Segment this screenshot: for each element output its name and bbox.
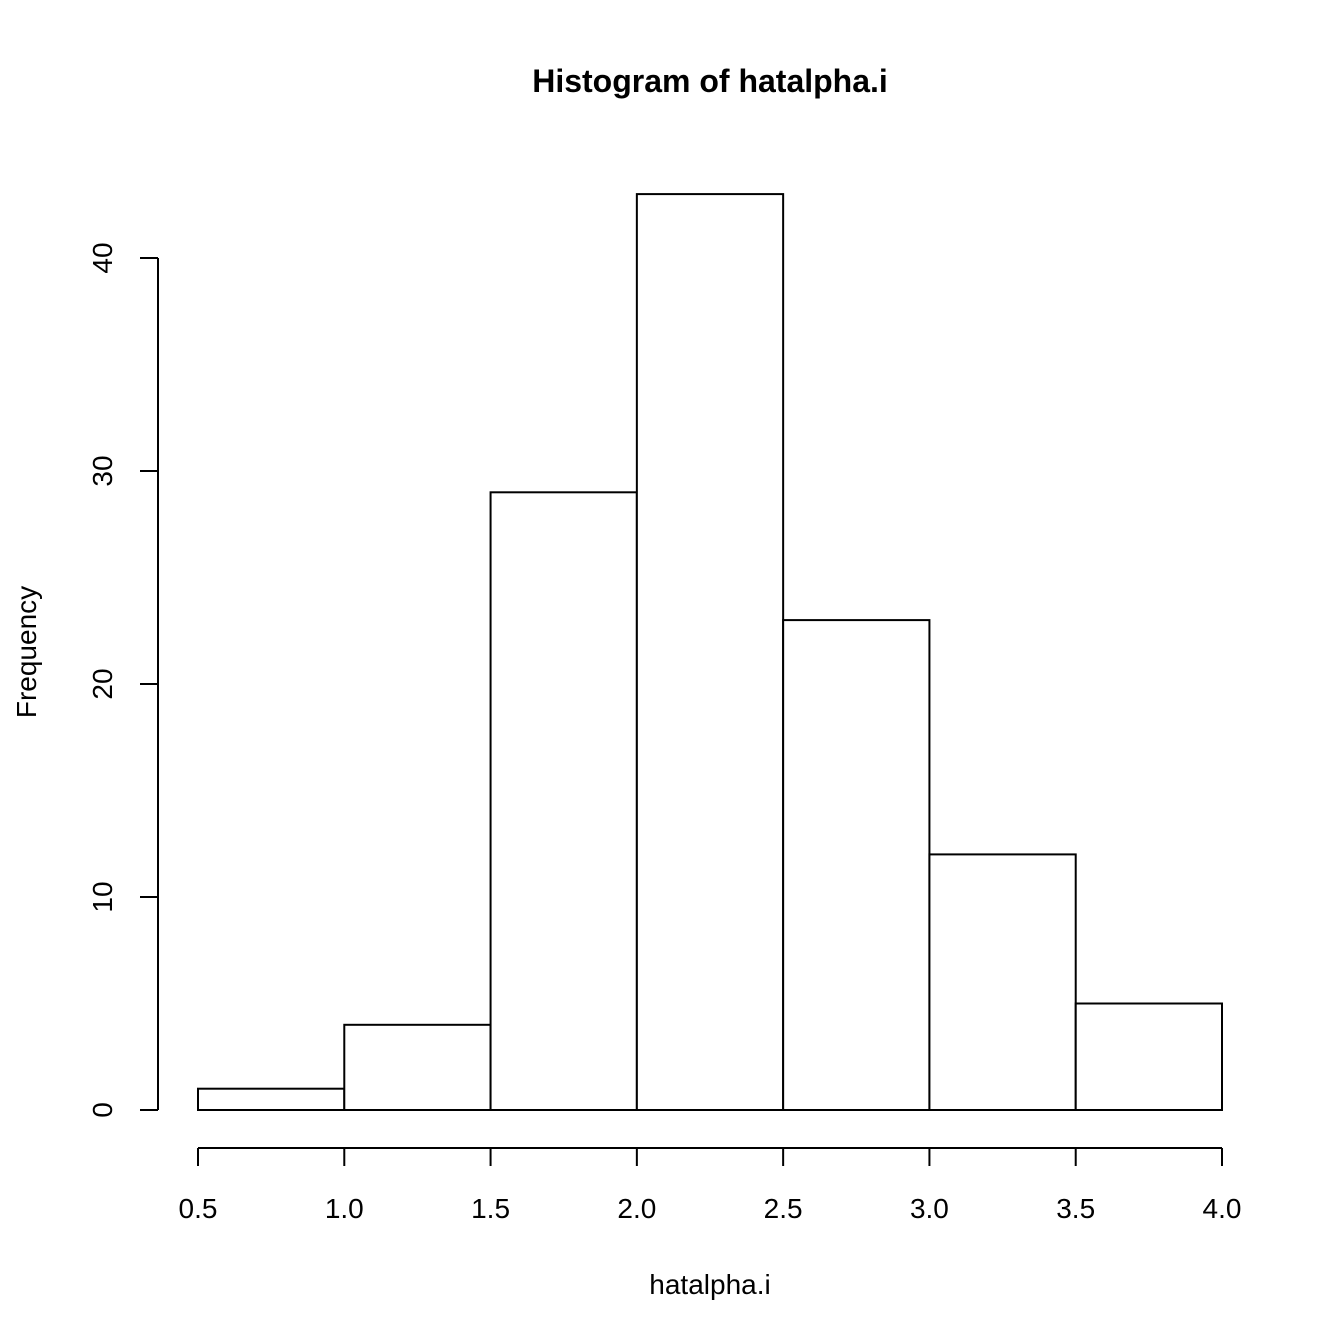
x-tick-label-4: 2.5 bbox=[764, 1193, 803, 1224]
histogram-bar-2 bbox=[489, 491, 638, 1111]
x-tick-label-3: 2.0 bbox=[617, 1193, 656, 1224]
x-tick-label-6: 3.5 bbox=[1056, 1193, 1095, 1224]
x-axis-label: hatalpha.i bbox=[649, 1269, 770, 1300]
bars-group bbox=[197, 193, 1223, 1112]
y-tick-label-4: 40 bbox=[87, 242, 118, 273]
x-tick-label-7: 4.0 bbox=[1203, 1193, 1242, 1224]
x-tick-label-2: 1.5 bbox=[471, 1193, 510, 1224]
histogram-bar-5 bbox=[928, 853, 1077, 1112]
y-tick-label-3: 30 bbox=[87, 455, 118, 486]
y-axis-ticks: 0 10 20 30 40 bbox=[87, 242, 158, 1118]
histogram-bar-6 bbox=[1074, 1002, 1223, 1111]
x-tick-label-5: 3.0 bbox=[910, 1193, 949, 1224]
y-tick-label-1: 10 bbox=[87, 881, 118, 912]
chart-title: Histogram of hatalpha.i bbox=[532, 63, 888, 99]
histogram-bar-1 bbox=[343, 1023, 492, 1112]
x-tick-label-1: 1.0 bbox=[325, 1193, 364, 1224]
x-tick-label-0: 0.5 bbox=[179, 1193, 218, 1224]
y-axis-label: Frequency bbox=[11, 586, 42, 718]
y-tick-label-2: 20 bbox=[87, 668, 118, 699]
x-axis-ticks: 0.5 1.0 1.5 2.0 2.5 3.0 3.5 4.0 bbox=[179, 1148, 1242, 1224]
y-tick-label-0: 0 bbox=[87, 1102, 118, 1118]
histogram-bar-3 bbox=[635, 193, 785, 1112]
histogram-bar-4 bbox=[782, 619, 931, 1111]
histogram-bar-0 bbox=[197, 1087, 346, 1111]
